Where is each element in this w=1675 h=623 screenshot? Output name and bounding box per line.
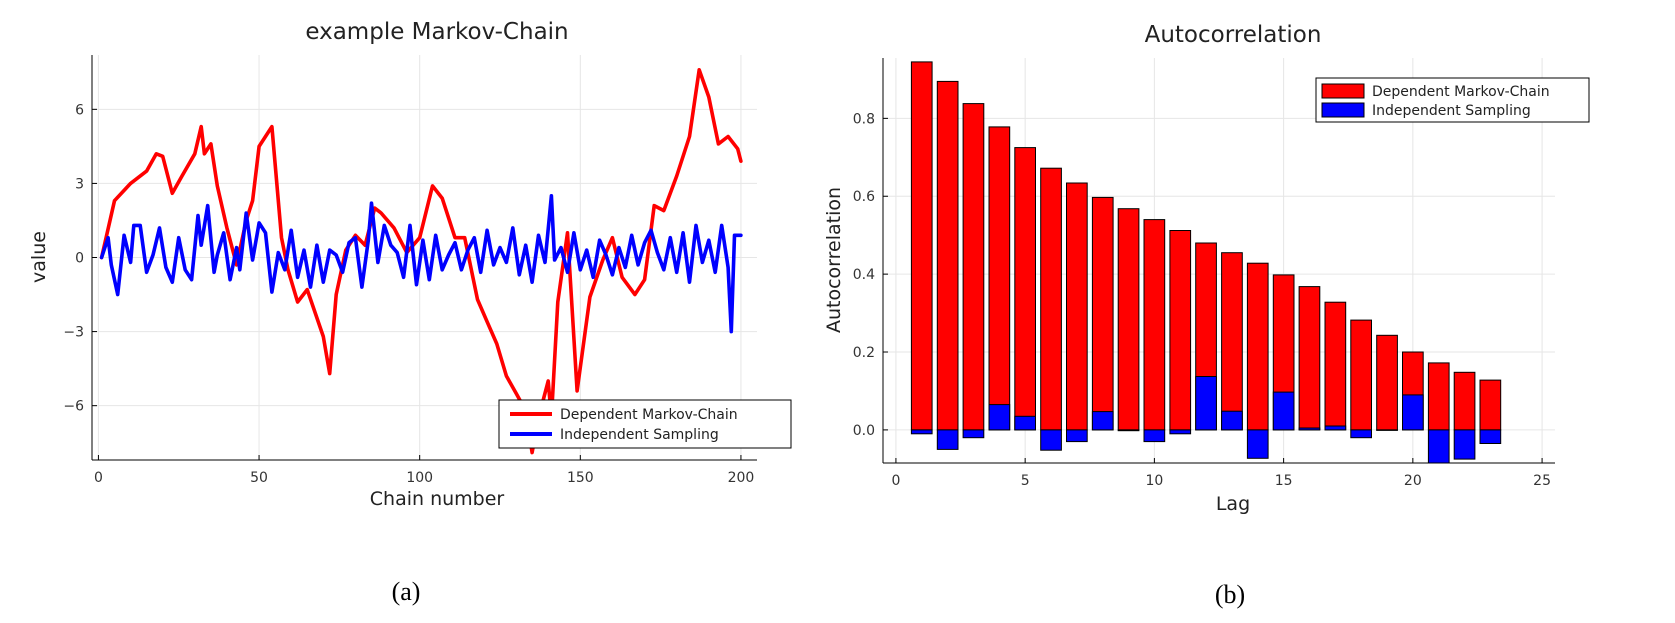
legend-label-dependent: Dependent Markov-Chain xyxy=(1372,84,1550,100)
legend-swatch-independent xyxy=(1321,102,1365,118)
x-tick-label: 25 xyxy=(1533,473,1551,489)
dependent-markov-chain-bar xyxy=(1350,319,1373,431)
x-tick-label: 0 xyxy=(94,470,103,486)
dependent-markov-chain-bar xyxy=(1246,262,1269,431)
independent-sampling-bar xyxy=(910,429,933,435)
x-tick-label: 150 xyxy=(567,470,594,486)
autocorrelation-plot: 0 5 10 15 20 25 0.0 0.2 0.4 0.6 0.8 Autocorrelati… xyxy=(823,22,1590,609)
dependent-markov-chain-bar xyxy=(988,126,1011,431)
dependent-markov-chain-bar xyxy=(1014,147,1036,431)
dependent-markov-chain-bar xyxy=(962,103,985,431)
y-tick-label: 0 xyxy=(75,251,84,267)
legend: Dependent Markov-Chain Independent Sampl… xyxy=(498,399,792,449)
x-tick-label: 10 xyxy=(1145,473,1163,489)
x-tick-label: 0 xyxy=(891,473,900,489)
independent-sampling-bar xyxy=(1117,429,1140,432)
y-tick-label: 0.4 xyxy=(853,267,875,283)
independent-sampling-bar xyxy=(1066,429,1088,443)
legend: Dependent Markov-Chain Independent Sampl… xyxy=(1315,77,1590,123)
dependent-markov-chain-bar xyxy=(1453,371,1476,431)
x-tick-label: 20 xyxy=(1404,473,1422,489)
x-tick-label: 5 xyxy=(1021,473,1030,489)
independent-sampling-bar xyxy=(1040,429,1062,451)
y-tick-label: 0.0 xyxy=(853,423,875,439)
dependent-markov-chain-bar xyxy=(1169,230,1192,431)
y-tick-label: −3 xyxy=(63,325,84,341)
legend-label-dependent: Dependent Markov-Chain xyxy=(560,407,738,423)
y-axis-label: value xyxy=(28,231,50,283)
independent-sampling-bar xyxy=(1221,410,1243,431)
y-tick-label: 0.2 xyxy=(853,345,875,361)
x-tick-label: 200 xyxy=(728,470,755,486)
dependent-markov-chain-bar xyxy=(910,61,933,431)
markov-chain-plot: 0 50 100 150 200 −6 −3 0 3 6 example Markov-Chai… xyxy=(28,19,792,606)
independent-sampling-bar xyxy=(1246,429,1269,459)
independent-sampling-line xyxy=(99,194,743,334)
independent-sampling-bar xyxy=(1272,391,1295,431)
y-tick-label: −6 xyxy=(63,399,84,415)
independent-sampling-bar xyxy=(1427,429,1450,464)
chart-title: example Markov-Chain xyxy=(305,19,568,45)
dependent-markov-chain-bar xyxy=(936,80,959,431)
independent-sampling-bar xyxy=(1014,415,1036,431)
independent-sampling-bar xyxy=(1298,427,1321,431)
y-ticks: 0.0 0.2 0.4 0.6 0.8 xyxy=(853,111,888,439)
dependent-markov-chain-bar xyxy=(1221,252,1243,431)
dependent-markov-chain-bar xyxy=(1143,219,1166,431)
legend-label-independent: Independent Sampling xyxy=(1372,103,1531,119)
legend-label-independent: Independent Sampling xyxy=(560,427,719,443)
x-tick-label: 50 xyxy=(250,470,268,486)
legend-box xyxy=(498,399,792,449)
dependent-markov-chain-bar xyxy=(1091,196,1114,431)
independent-sampling-bar xyxy=(1195,376,1217,431)
x-axis-label: Lag xyxy=(1216,493,1250,515)
independent-sampling-bar xyxy=(936,429,959,450)
y-tick-label: 0.6 xyxy=(853,189,875,205)
independent-sampling-bar xyxy=(1091,411,1114,431)
legend-swatch-dependent xyxy=(1321,83,1365,99)
x-tick-label: 100 xyxy=(406,470,433,486)
independent-sampling-bar xyxy=(1453,429,1476,460)
independent-sampling-bar xyxy=(1324,425,1347,431)
y-tick-label: 6 xyxy=(75,102,84,118)
x-ticks: 0 50 100 150 200 xyxy=(94,455,754,486)
dependent-markov-chain-bar xyxy=(1479,379,1502,431)
y-axis-label: Autocorrelation xyxy=(823,187,845,333)
x-tick-label: 15 xyxy=(1275,473,1293,489)
dependent-markov-chain-bar xyxy=(1117,208,1140,431)
y-ticks: −6 −3 0 3 6 xyxy=(63,102,97,415)
y-tick-label: 3 xyxy=(75,176,84,192)
dependent-markov-chain-bar xyxy=(1376,334,1398,431)
bars xyxy=(910,61,1502,464)
independent-sampling-bar xyxy=(988,404,1011,431)
x-ticks: 0 5 10 15 20 25 xyxy=(891,458,1551,489)
independent-sampling-bar xyxy=(1169,429,1192,435)
independent-sampling-bar xyxy=(1350,429,1373,439)
chart-title: Autocorrelation xyxy=(1145,22,1322,48)
dependent-markov-chain-bar xyxy=(1040,167,1062,431)
independent-sampling-bar xyxy=(1402,394,1424,431)
caption-a: (a) xyxy=(392,577,421,606)
independent-sampling-bar xyxy=(962,429,985,439)
independent-sampling-bar xyxy=(1479,429,1502,444)
dependent-markov-chain-bar xyxy=(1066,182,1088,431)
dependent-markov-chain-bar xyxy=(1427,362,1450,431)
y-tick-label: 0.8 xyxy=(853,111,875,127)
x-axis-label: Chain number xyxy=(370,488,505,510)
dependent-markov-chain-bar xyxy=(1298,286,1321,431)
dependent-markov-chain-bar xyxy=(1324,301,1347,431)
independent-sampling-bar xyxy=(1376,429,1398,431)
series-lines xyxy=(99,68,743,455)
caption-b: (b) xyxy=(1215,580,1245,609)
independent-sampling-bar xyxy=(1143,429,1166,443)
